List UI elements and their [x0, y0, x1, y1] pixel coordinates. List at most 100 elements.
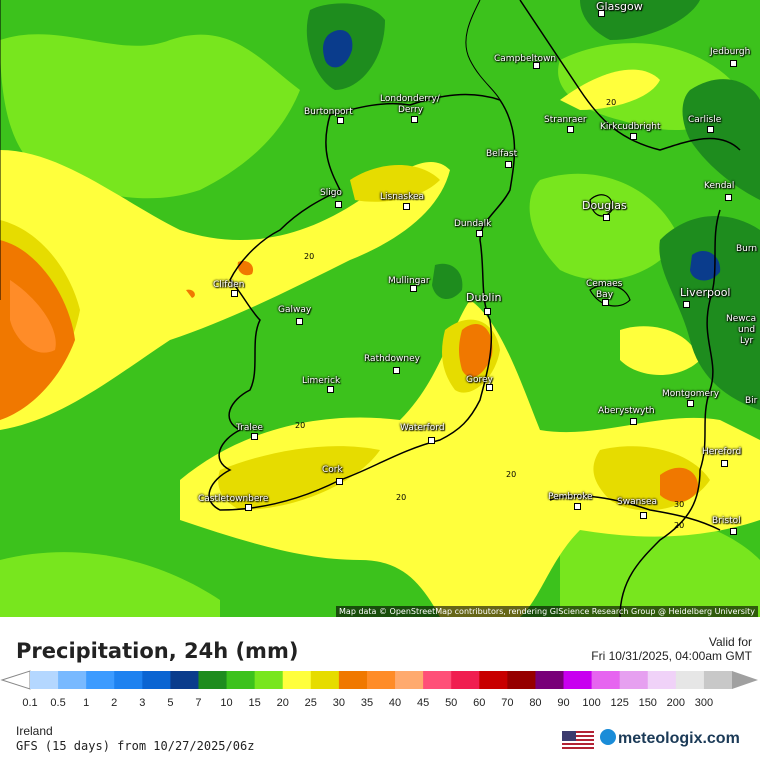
city-marker	[707, 126, 714, 133]
scale-tick-label: 20	[276, 697, 289, 709]
city-label: Hereford	[702, 447, 742, 457]
city-label: Stranraer	[544, 115, 587, 125]
city-marker	[603, 214, 610, 221]
city-label: Glasgow	[596, 0, 643, 13]
legend-panel: Precipitation, 24h (mm) Valid for Fri 10…	[0, 617, 760, 760]
scale-tick-label: 200	[666, 697, 686, 709]
city-label: Dundalk	[454, 219, 492, 229]
scale-swatch	[226, 671, 256, 689]
city-label: Douglas	[582, 199, 627, 212]
contour-label: 30	[674, 500, 685, 509]
city-marker	[337, 117, 344, 124]
scale-swatch	[675, 671, 705, 689]
scale-tick-label: 2	[111, 697, 118, 709]
city-marker	[484, 308, 491, 315]
city-label: Waterford	[400, 423, 445, 433]
meteologix-logo-icon	[600, 729, 616, 745]
scale-tick-label: 60	[473, 697, 486, 709]
scale-swatch	[254, 671, 284, 689]
city-label: Tralee	[236, 423, 263, 433]
precipitation-map[interactable]: Glasgow Jedburgh Campbeltown Burtonport Lond…	[0, 0, 760, 617]
scale-tick-label: 5	[167, 697, 174, 709]
scale-tick-label: 15	[248, 697, 261, 709]
city-marker	[730, 528, 737, 535]
city-label: Clifden	[213, 280, 245, 290]
city-label: Bristol	[712, 516, 741, 526]
city-label: Pembroke	[548, 492, 593, 502]
city-marker	[231, 290, 238, 297]
scale-swatch	[563, 671, 593, 689]
city-marker	[574, 503, 581, 510]
city-label: Dublin	[466, 291, 502, 304]
city-marker	[327, 386, 334, 393]
scale-swatch	[114, 671, 143, 689]
scale-tick-label: 90	[557, 697, 570, 709]
map-attribution[interactable]: Map data © OpenStreetMap contributors, r…	[336, 606, 758, 617]
city-marker	[403, 203, 410, 210]
brand-logo[interactable]: meteologix.com	[600, 729, 740, 748]
city-marker	[687, 400, 694, 407]
scale-tick-label: 40	[388, 697, 402, 709]
city-marker	[602, 299, 609, 306]
city-label: Liverpool	[680, 286, 731, 299]
city-label: Cork	[322, 465, 343, 475]
color-scale-bar	[0, 670, 758, 690]
city-label: Limerick	[302, 376, 341, 386]
city-label: Bay	[596, 290, 614, 300]
city-label: Aberystwyth	[598, 406, 655, 416]
contour-label: 20	[396, 493, 407, 502]
scale-swatch	[282, 671, 312, 689]
city-marker	[410, 285, 417, 292]
city-label: Cemaes	[586, 279, 623, 289]
brand-name: meteologix.com	[618, 730, 740, 747]
city-label: Burtonport	[304, 107, 353, 117]
scale-tick-label: 150	[638, 697, 657, 709]
city-marker	[725, 194, 732, 201]
scale-max-arrow	[732, 671, 758, 689]
scale-tick-label: 70	[501, 697, 514, 709]
city-label: Jedburgh	[710, 47, 751, 57]
scale-swatch	[451, 671, 480, 689]
scale-swatch	[507, 671, 536, 689]
city-label: Kendal	[704, 181, 735, 191]
scale-swatch	[170, 671, 199, 689]
scale-tick-label: 80	[529, 697, 542, 709]
city-marker	[336, 478, 343, 485]
city-marker	[598, 10, 605, 17]
color-scale-ticks: 0.1 0.5 1 2 3 5 7 10 15 20 25 30 35 40 45 50 60 70 80 90 100…	[0, 697, 760, 711]
city-label: Rathdowney	[364, 354, 420, 364]
valid-for-label: Valid for	[708, 635, 752, 649]
us-flag-icon[interactable]	[562, 731, 594, 751]
city-label: Mullingar	[388, 276, 430, 286]
city-label: und	[738, 325, 756, 335]
contour-label: 20	[674, 521, 685, 530]
city-marker	[533, 62, 540, 69]
city-marker	[486, 384, 493, 391]
city-label: Burn	[736, 244, 758, 254]
scale-tick-label: 100	[582, 697, 601, 709]
city-label: Castletownbere	[198, 494, 269, 504]
contour-label: 20	[304, 252, 315, 261]
scale-swatch	[338, 671, 368, 689]
scale-tick-label: 30	[332, 697, 345, 709]
scale-swatch	[619, 671, 649, 689]
scale-swatch	[58, 671, 87, 689]
city-marker	[683, 301, 690, 308]
scale-tick-label: 7	[195, 697, 202, 709]
city-label: Newca	[726, 314, 757, 324]
city-marker	[245, 504, 252, 511]
city-marker	[411, 116, 418, 123]
city-label: Derry	[398, 105, 424, 115]
city-label: Gorey	[466, 375, 493, 385]
scale-swatch	[366, 671, 396, 689]
scale-swatch	[30, 671, 59, 689]
scale-swatch	[647, 671, 677, 689]
city-marker	[296, 318, 303, 325]
city-label: Sligo	[320, 188, 342, 198]
city-label: Kirkcudbright	[600, 122, 661, 132]
city-marker	[730, 60, 737, 67]
scale-swatch	[86, 671, 115, 689]
scale-tick-label: 45	[416, 697, 430, 709]
city-marker	[567, 126, 574, 133]
contour-label: 20	[506, 470, 517, 479]
